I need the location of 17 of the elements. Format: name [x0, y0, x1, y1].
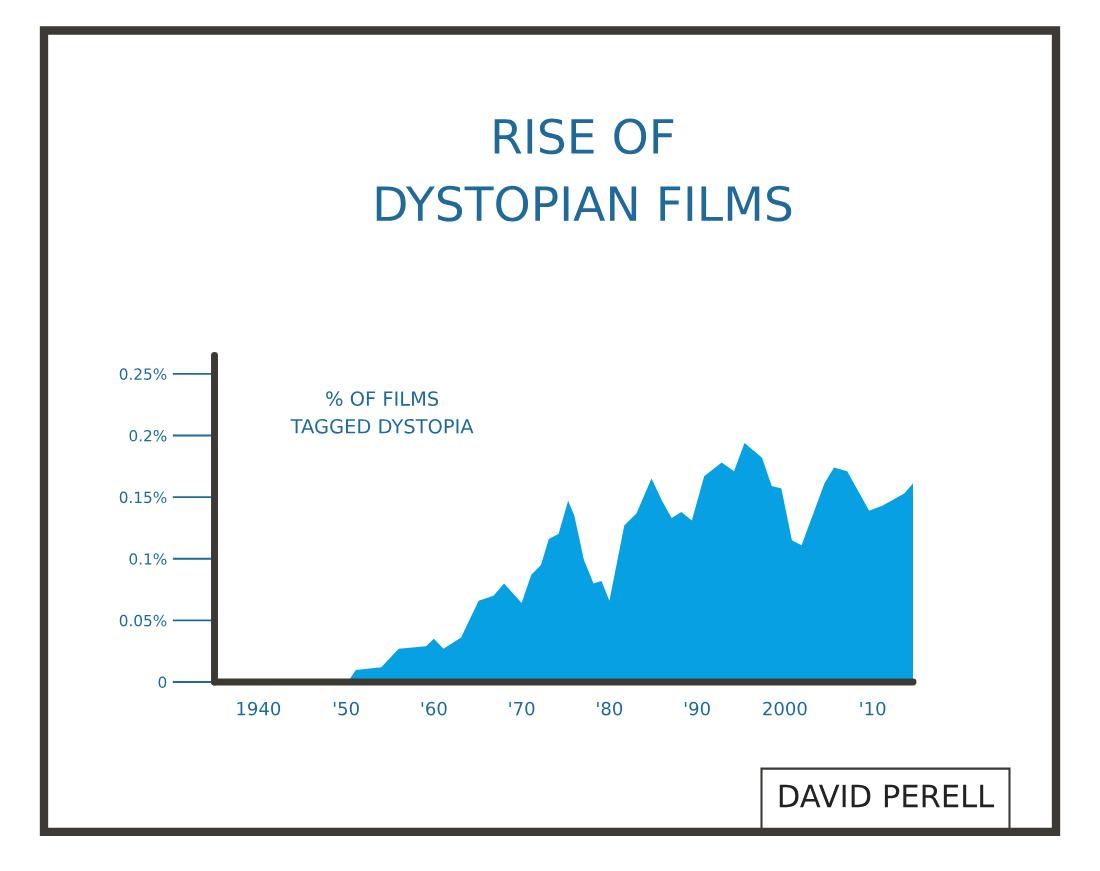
x-tick-label: 1940: [237, 701, 281, 716]
x-tick-label: '90: [684, 701, 710, 716]
y-tick-label: 0: [158, 676, 167, 689]
x-tick-label: '50: [333, 701, 359, 716]
y-tick-label: 0.05%: [119, 614, 167, 627]
text: DAVID PERELL: [779, 784, 995, 808]
y-tick-label: 0.1%: [129, 553, 167, 565]
x-tick-label: '60: [421, 701, 447, 716]
y-tick-label: 0.15%: [119, 491, 167, 504]
chart-title: RISE OF DYSTOPIAN FILMS: [376, 118, 792, 222]
annotation: % OF FILMS TAGGED DYSTOPIA: [290, 391, 474, 434]
x-tick-label: '70: [509, 701, 535, 716]
y-tick-label: 0.2%: [129, 429, 167, 442]
x-tick-label: '80: [597, 701, 623, 716]
y-tick-label: 0.25%: [119, 368, 167, 380]
x-tick-label: 2000: [763, 701, 807, 716]
x-tick-label: '10: [860, 701, 886, 716]
